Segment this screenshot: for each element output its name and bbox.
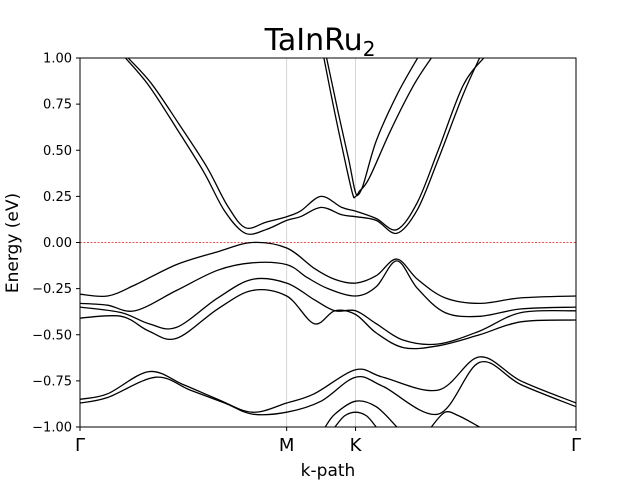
y-tick-label: 1.00 <box>43 52 72 67</box>
band-line-12 <box>334 411 377 427</box>
y-axis-label: Energy (eV) <box>3 193 23 293</box>
bands <box>80 58 576 427</box>
band-line-6 <box>80 260 576 318</box>
y-tick-label: 0.75 <box>43 98 72 113</box>
y-tick-label: 0.50 <box>43 144 72 159</box>
band-line-4 <box>325 58 432 196</box>
band-line-9 <box>80 356 576 413</box>
y-tick-label: −0.25 <box>32 282 72 297</box>
band-line-5 <box>80 241 576 305</box>
band-line-2 <box>127 58 485 231</box>
y-tick-label: 0.00 <box>43 236 72 251</box>
band-line-13 <box>430 411 480 427</box>
band-line-7 <box>80 277 576 346</box>
band-line-3 <box>323 58 419 199</box>
y-tick-label: 0.25 <box>43 190 72 205</box>
y-axis-ticks: −1.00 −0.75 −0.50 −0.25 0.00 0.25 0.50 0.75 1.00 <box>32 52 80 436</box>
x-tick-label: Γ <box>571 435 581 456</box>
band-line-10 <box>80 361 576 416</box>
y-tick-label: −0.50 <box>32 328 72 343</box>
x-tick-label: Γ <box>75 435 85 456</box>
band-line-11 <box>324 400 398 427</box>
y-tick-label: −0.75 <box>32 374 72 389</box>
x-tick-label: M <box>279 435 295 456</box>
band-line-1 <box>125 58 481 235</box>
band-line-8 <box>80 289 576 350</box>
x-axis-label: k-path <box>301 461 356 480</box>
y-tick-label: −1.00 <box>32 421 72 436</box>
chart-title: TaInRu2 <box>264 23 376 61</box>
x-tick-label: K <box>350 435 363 456</box>
